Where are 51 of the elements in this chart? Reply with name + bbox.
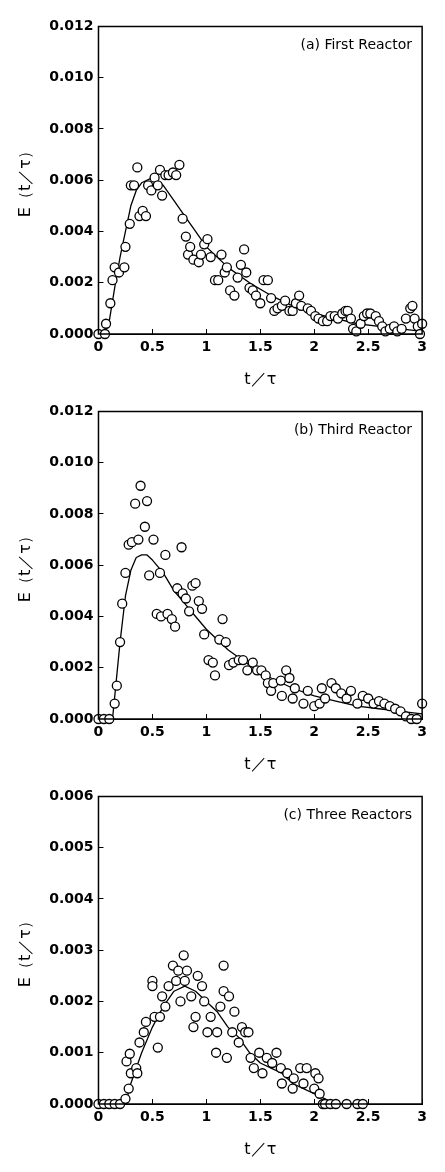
x-tick-label: 1.5 xyxy=(247,723,273,740)
x-tick-label: 3 xyxy=(417,723,427,740)
y-tick-label: 0.008 xyxy=(49,119,94,136)
y-tick-label: 0.010 xyxy=(49,453,94,470)
x-tick-label: 0.5 xyxy=(140,1108,165,1125)
y-axis-title: E（t／τ） xyxy=(14,913,34,988)
x-tick-label: 0 xyxy=(93,1108,104,1125)
x-tick-label: 0.5 xyxy=(140,338,165,355)
x-tick-label: 0.5 xyxy=(140,723,165,740)
x-tick-label: 2 xyxy=(309,1108,320,1125)
x-tick-label: 1.5 xyxy=(247,338,273,355)
y-axis-title: E（t／τ） xyxy=(14,143,34,218)
y-tick-label: 0.001 xyxy=(49,1043,94,1060)
y-tick-label: 0.012 xyxy=(49,17,94,34)
y-tick-label: 0.005 xyxy=(49,838,94,855)
text: (a) First Reactor xyxy=(300,36,413,53)
x-tick-label: 0 xyxy=(93,338,104,355)
x-axis-title: t／τ xyxy=(244,753,277,773)
x-tick-label: 0 xyxy=(93,723,104,740)
y-tick-label: 0.008 xyxy=(49,504,94,521)
y-tick-label: 0.000 xyxy=(49,324,94,341)
y-tick-label: 0.002 xyxy=(49,992,94,1009)
x-tick-label: 1.5 xyxy=(247,1108,273,1125)
x-tick-label: 2 xyxy=(309,338,320,355)
x-tick-label: 2.5 xyxy=(355,338,381,355)
y-tick-label: 0.004 xyxy=(49,222,94,239)
y-tick-label: 0.004 xyxy=(49,889,94,906)
x-tick-label: 2 xyxy=(309,723,320,740)
y-tick-label: 0.006 xyxy=(49,787,94,804)
x-axis-title: t／τ xyxy=(244,368,277,388)
x-tick-label: 2.5 xyxy=(355,723,381,740)
y-tick-label: 0.010 xyxy=(49,68,94,85)
y-tick-label: 0.006 xyxy=(49,555,94,572)
x-tick-label: 3 xyxy=(417,338,427,355)
y-tick-label: 0.002 xyxy=(49,273,94,290)
y-tick-label: 0.012 xyxy=(49,402,94,419)
y-tick-label: 0.004 xyxy=(49,607,94,624)
y-tick-label: 0.003 xyxy=(49,940,94,957)
x-tick-label: 3 xyxy=(417,1108,427,1125)
y-axis-title: E（t／τ） xyxy=(14,528,34,603)
y-tick-label: 0.006 xyxy=(49,170,94,187)
text: (b) Third Reactor xyxy=(293,421,413,438)
x-tick-label: 1 xyxy=(201,1108,212,1125)
y-tick-label: 0.000 xyxy=(49,1094,94,1111)
x-axis-title: t／τ xyxy=(244,1138,277,1158)
text: (c) Three Reactors xyxy=(283,806,413,823)
y-tick-label: 0.000 xyxy=(49,709,94,726)
x-tick-label: 1 xyxy=(201,338,212,355)
x-tick-label: 1 xyxy=(201,723,212,740)
y-tick-label: 0.002 xyxy=(49,658,94,675)
x-tick-label: 2.5 xyxy=(355,1108,381,1125)
